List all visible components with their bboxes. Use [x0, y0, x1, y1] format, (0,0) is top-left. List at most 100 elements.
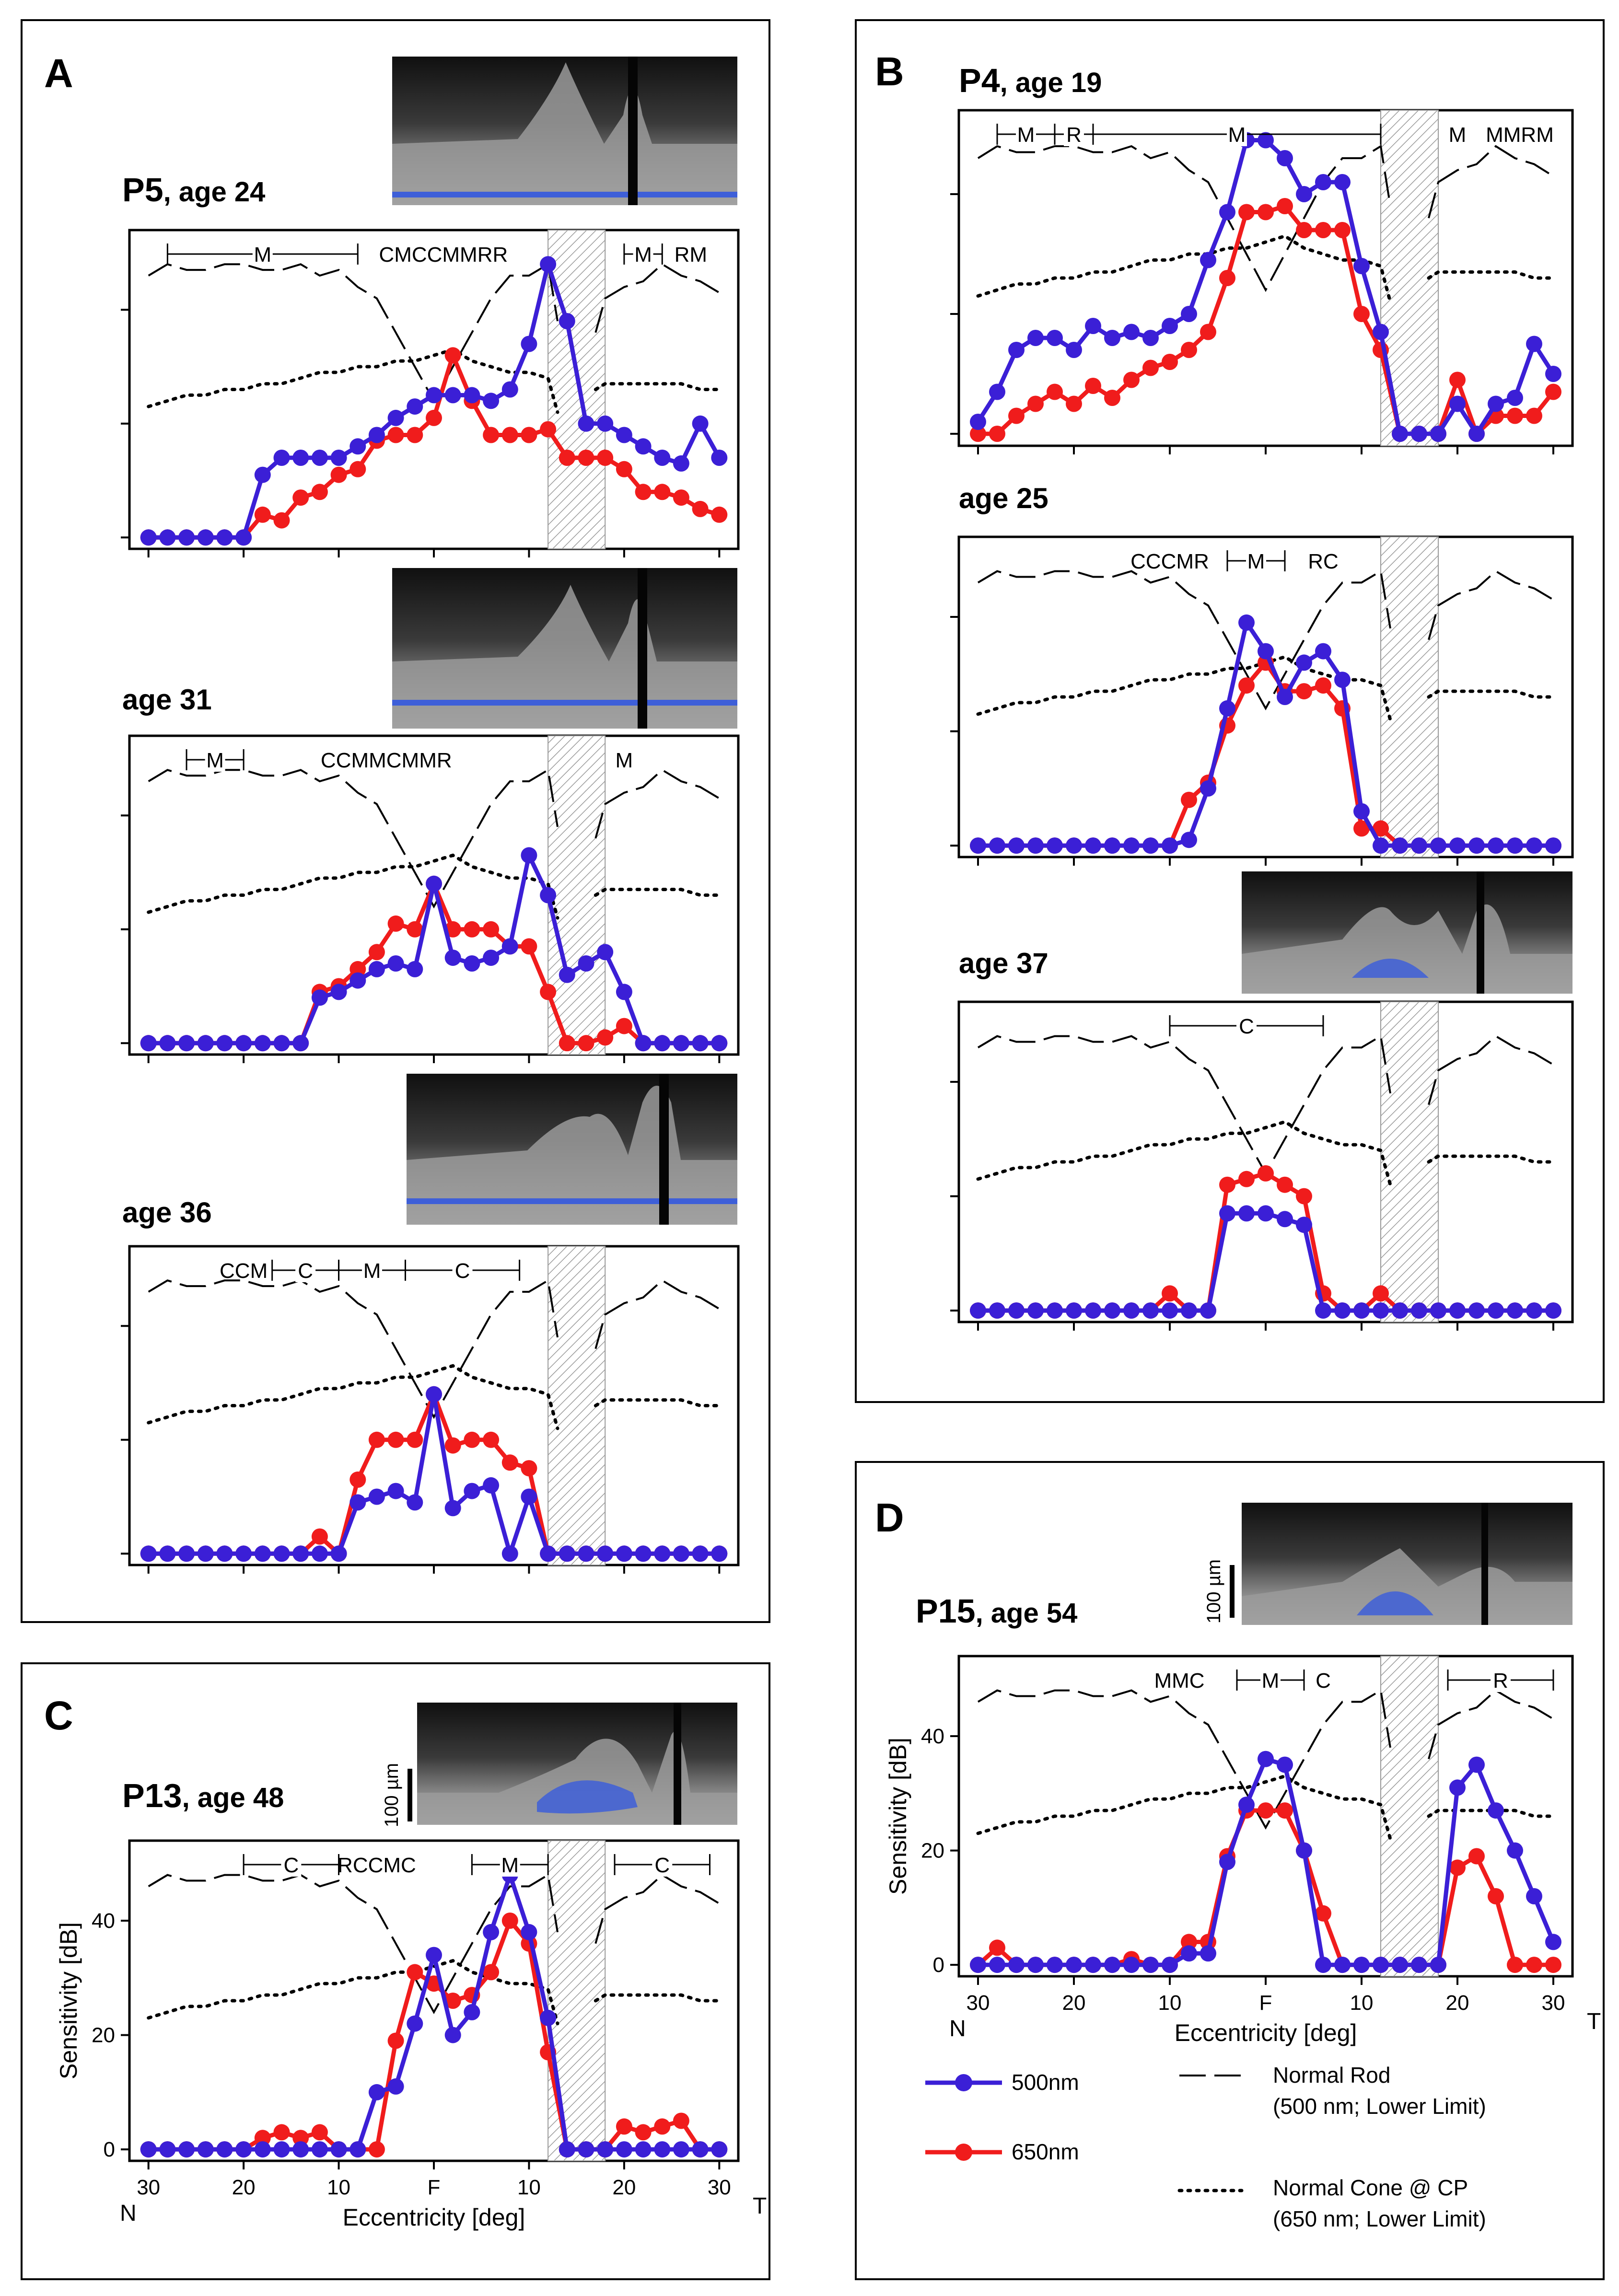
data-point-500nm	[1392, 1302, 1408, 1319]
normal-rod-line	[594, 1279, 720, 1349]
data-point-500nm	[1258, 132, 1274, 149]
data-point-500nm	[1507, 837, 1523, 854]
data-point-500nm	[464, 1483, 480, 1499]
annotation-label: CCCMR	[1130, 550, 1209, 573]
data-point-500nm	[216, 1545, 233, 1562]
data-point-500nm	[1008, 1957, 1025, 1973]
annotation-label: C	[283, 1854, 299, 1877]
data-point-500nm	[1200, 1945, 1216, 1962]
data-point-500nm	[597, 944, 614, 961]
data-point-500nm	[1488, 837, 1504, 854]
data-point-500nm	[1334, 672, 1351, 688]
legend-blue-marker	[955, 2074, 972, 2091]
annotation-label: C	[1316, 1669, 1331, 1693]
data-point-650nm	[483, 427, 500, 443]
data-point-650nm	[349, 1471, 366, 1488]
x-tick-label: 30	[1542, 1991, 1565, 2015]
data-point-500nm	[1373, 1957, 1389, 1973]
x-tick-label: 30	[708, 2176, 731, 2199]
data-point-500nm	[311, 1545, 328, 1562]
data-point-500nm	[159, 1035, 176, 1052]
data-point-500nm	[1181, 1302, 1197, 1319]
data-point-500nm	[1258, 1751, 1274, 1767]
data-point-500nm	[1104, 837, 1120, 854]
data-point-500nm	[1545, 1302, 1561, 1319]
data-point-500nm	[292, 1035, 309, 1052]
data-point-500nm	[197, 1035, 214, 1052]
data-point-500nm	[1200, 1302, 1216, 1319]
data-point-500nm	[1123, 1302, 1140, 1319]
data-point-650nm	[1315, 222, 1331, 238]
data-point-500nm	[1258, 643, 1274, 660]
data-point-500nm	[216, 1035, 233, 1052]
data-point-500nm	[1066, 837, 1082, 854]
annotation-label: C	[455, 1259, 470, 1283]
data-point-500nm	[407, 2015, 423, 2032]
data-point-500nm	[1315, 1957, 1331, 1973]
data-point-650nm	[692, 500, 709, 517]
data-point-650nm	[521, 938, 537, 955]
data-point-500nm	[1449, 1779, 1466, 1796]
data-point-500nm	[426, 875, 442, 892]
data-point-650nm	[254, 506, 271, 523]
x-tick-label: 20	[232, 2176, 256, 2199]
title-b3: age 37	[959, 947, 1048, 979]
data-point-500nm	[540, 887, 557, 904]
x-tick-label: 20	[612, 2176, 636, 2199]
data-point-500nm	[426, 1386, 442, 1403]
annotation-label-bg	[1491, 1668, 1511, 1692]
data-point-500nm	[1392, 1957, 1408, 1973]
data-point-500nm	[1219, 1854, 1235, 1870]
data-point-500nm	[673, 2141, 689, 2158]
data-point-500nm	[235, 2141, 252, 2158]
data-point-650nm	[1296, 1188, 1312, 1205]
plot-d-age54: 30 20 10 F 10 20 30 0 20 40 Eccentricity [deg] Sens…	[885, 1655, 1601, 2046]
annotation-label: C	[654, 1854, 670, 1877]
data-point-500nm	[407, 1494, 423, 1511]
data-point-500nm	[1123, 1957, 1140, 1973]
data-point-500nm	[1123, 837, 1140, 854]
data-point-500nm	[692, 1545, 709, 1562]
data-point-500nm	[1142, 837, 1159, 854]
data-point-500nm	[501, 938, 518, 955]
data-point-500nm	[387, 955, 404, 972]
data-point-500nm	[1238, 1205, 1255, 1222]
data-point-500nm	[292, 450, 309, 466]
normal-cone-line	[147, 348, 559, 414]
data-point-650nm	[1315, 677, 1331, 694]
data-point-500nm	[1296, 1217, 1312, 1233]
data-point-500nm	[1085, 1957, 1101, 1973]
data-point-650nm	[483, 921, 500, 938]
data-point-500nm	[1507, 1302, 1523, 1319]
plot-b-age37: C	[950, 1000, 1574, 1331]
title-c: P13, age 48	[122, 1777, 284, 1814]
data-point-500nm	[483, 1477, 500, 1494]
data-point-500nm	[311, 450, 328, 466]
data-point-500nm	[1449, 837, 1466, 854]
data-point-500nm	[273, 2141, 290, 2158]
data-point-500nm	[1008, 837, 1025, 854]
data-point-650nm	[273, 512, 290, 529]
data-point-500nm	[254, 466, 271, 483]
normal-rod-line	[1428, 1035, 1554, 1105]
data-point-500nm	[989, 383, 1005, 400]
x-axis-label: Eccentricity [deg]	[1175, 2019, 1357, 2046]
data-point-650nm	[368, 1431, 385, 1448]
y-axis-label: Sensitivity [dB]	[55, 1922, 82, 2079]
data-point-650nm	[387, 2032, 404, 2049]
legend-red-marker	[955, 2144, 972, 2161]
data-point-500nm	[970, 414, 986, 430]
normal-cone-line	[594, 1993, 721, 2003]
plot-b-age25: CCCMR M RC	[950, 535, 1574, 866]
data-point-500nm	[1411, 1957, 1427, 1973]
data-point-500nm	[178, 1035, 195, 1052]
x-tick-label: F	[1259, 1991, 1272, 2015]
data-point-500nm	[1085, 837, 1101, 854]
data-point-500nm	[1526, 1888, 1542, 1904]
data-point-500nm	[1200, 780, 1216, 797]
data-point-650nm	[540, 421, 557, 438]
data-point-500nm	[692, 1035, 709, 1052]
data-point-500nm	[970, 837, 986, 854]
data-point-650nm	[1008, 407, 1025, 424]
normal-cone-line	[976, 1120, 1392, 1187]
